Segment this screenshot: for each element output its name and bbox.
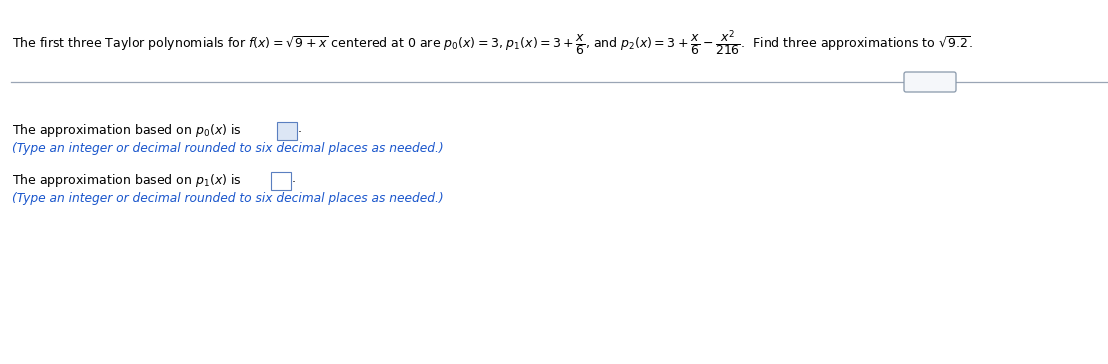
Text: 3: 3 [283, 124, 291, 138]
Text: .: . [298, 122, 302, 135]
Text: The first three Taylor polynomials for $f(x) = \sqrt{9+x}$ centered at 0 are $p_: The first three Taylor polynomials for $… [12, 28, 973, 58]
Text: (Type an integer or decimal rounded to six decimal places as needed.): (Type an integer or decimal rounded to s… [12, 192, 443, 205]
FancyBboxPatch shape [904, 72, 956, 92]
Text: (Type an integer or decimal rounded to six decimal places as needed.): (Type an integer or decimal rounded to s… [12, 142, 443, 155]
Text: The approximation based on $p_0(x)$ is: The approximation based on $p_0(x)$ is [12, 122, 243, 139]
Text: The approximation based on $p_1(x)$ is: The approximation based on $p_1(x)$ is [12, 172, 243, 189]
FancyBboxPatch shape [277, 122, 297, 140]
FancyBboxPatch shape [271, 172, 291, 190]
Text: .: . [293, 172, 296, 185]
Text: ···: ··· [925, 78, 934, 88]
